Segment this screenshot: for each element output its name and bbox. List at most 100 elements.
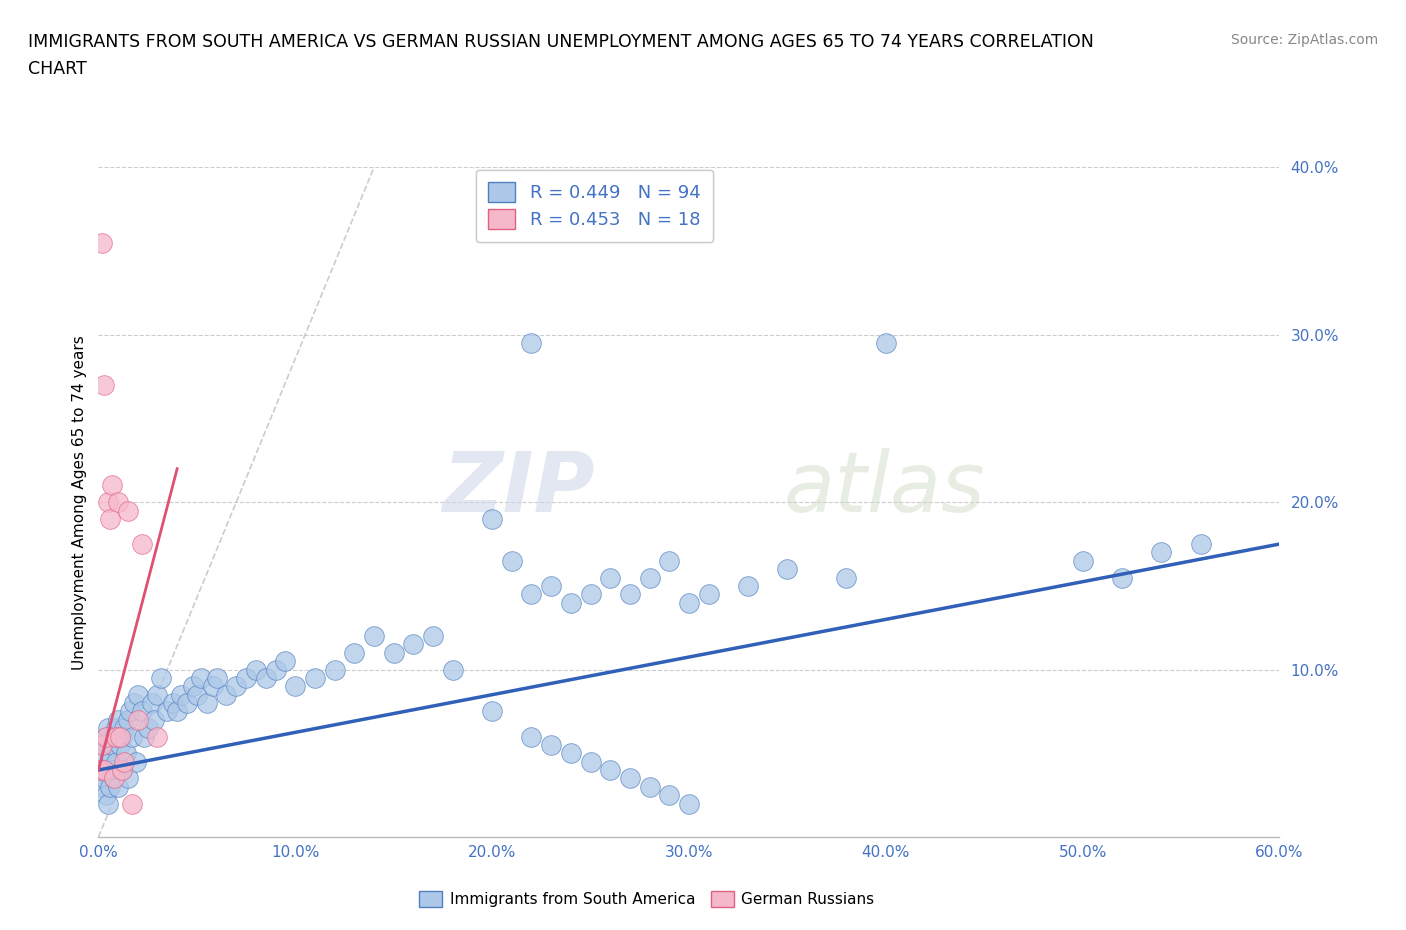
Point xyxy=(93,737,115,752)
Point xyxy=(304,671,326,685)
Point xyxy=(101,763,124,777)
Point xyxy=(107,495,129,510)
Point xyxy=(1189,537,1212,551)
Point xyxy=(678,595,700,610)
Point xyxy=(146,729,169,744)
Point xyxy=(284,679,307,694)
Point xyxy=(91,235,114,250)
Point xyxy=(599,763,621,777)
Point xyxy=(118,704,141,719)
Point xyxy=(560,746,582,761)
Point xyxy=(121,729,143,744)
Point xyxy=(166,704,188,719)
Point xyxy=(1071,553,1094,568)
Point xyxy=(540,578,562,593)
Point xyxy=(776,562,799,577)
Point xyxy=(111,729,134,744)
Point xyxy=(1150,545,1173,560)
Point xyxy=(127,712,149,727)
Point xyxy=(117,503,139,518)
Point xyxy=(875,336,897,351)
Point xyxy=(156,704,179,719)
Point xyxy=(117,712,139,727)
Point xyxy=(323,662,346,677)
Point xyxy=(619,587,641,602)
Point xyxy=(89,763,111,777)
Point xyxy=(125,754,148,769)
Point xyxy=(108,737,131,752)
Point xyxy=(540,737,562,752)
Point xyxy=(638,570,661,585)
Point xyxy=(678,796,700,811)
Point xyxy=(142,712,165,727)
Point xyxy=(402,637,425,652)
Point xyxy=(131,537,153,551)
Point xyxy=(103,729,125,744)
Point xyxy=(201,679,224,694)
Point xyxy=(107,712,129,727)
Point xyxy=(93,771,115,786)
Point xyxy=(235,671,257,685)
Point xyxy=(245,662,267,677)
Point xyxy=(101,478,124,493)
Point xyxy=(186,687,208,702)
Point xyxy=(560,595,582,610)
Point xyxy=(195,696,218,711)
Point xyxy=(108,729,131,744)
Point xyxy=(91,746,114,761)
Point xyxy=(93,378,115,392)
Point xyxy=(141,696,163,711)
Point xyxy=(481,512,503,526)
Point xyxy=(97,721,120,736)
Point xyxy=(98,512,121,526)
Point xyxy=(599,570,621,585)
Point xyxy=(111,763,134,777)
Point xyxy=(1111,570,1133,585)
Text: atlas: atlas xyxy=(783,448,986,529)
Point xyxy=(103,771,125,786)
Point xyxy=(737,578,759,593)
Y-axis label: Unemployment Among Ages 65 to 74 years: Unemployment Among Ages 65 to 74 years xyxy=(72,335,87,670)
Point xyxy=(112,754,135,769)
Point xyxy=(215,687,238,702)
Point xyxy=(136,721,159,736)
Point xyxy=(658,553,681,568)
Point xyxy=(89,763,111,777)
Point xyxy=(441,662,464,677)
Point xyxy=(363,629,385,644)
Point xyxy=(176,696,198,711)
Legend: Immigrants from South America, German Russians: Immigrants from South America, German Ru… xyxy=(413,884,880,913)
Point xyxy=(115,746,138,761)
Point xyxy=(96,729,118,744)
Text: ZIP: ZIP xyxy=(441,448,595,529)
Point xyxy=(96,788,118,803)
Point xyxy=(121,796,143,811)
Point xyxy=(91,737,114,752)
Point xyxy=(146,687,169,702)
Point xyxy=(101,737,124,752)
Point xyxy=(93,763,115,777)
Point xyxy=(274,654,297,669)
Point xyxy=(132,729,155,744)
Point xyxy=(422,629,444,644)
Point xyxy=(96,729,118,744)
Point xyxy=(638,779,661,794)
Point xyxy=(105,754,128,769)
Text: CHART: CHART xyxy=(28,60,87,78)
Text: Source: ZipAtlas.com: Source: ZipAtlas.com xyxy=(1230,33,1378,46)
Point xyxy=(170,687,193,702)
Point xyxy=(105,721,128,736)
Point xyxy=(91,779,114,794)
Point xyxy=(658,788,681,803)
Point xyxy=(97,796,120,811)
Point xyxy=(122,696,145,711)
Point xyxy=(382,645,405,660)
Point xyxy=(107,779,129,794)
Point xyxy=(520,729,543,744)
Point xyxy=(835,570,858,585)
Point xyxy=(264,662,287,677)
Legend: R = 0.449   N = 94, R = 0.453   N = 18: R = 0.449 N = 94, R = 0.453 N = 18 xyxy=(475,170,713,242)
Point xyxy=(343,645,366,660)
Point xyxy=(619,771,641,786)
Point xyxy=(190,671,212,685)
